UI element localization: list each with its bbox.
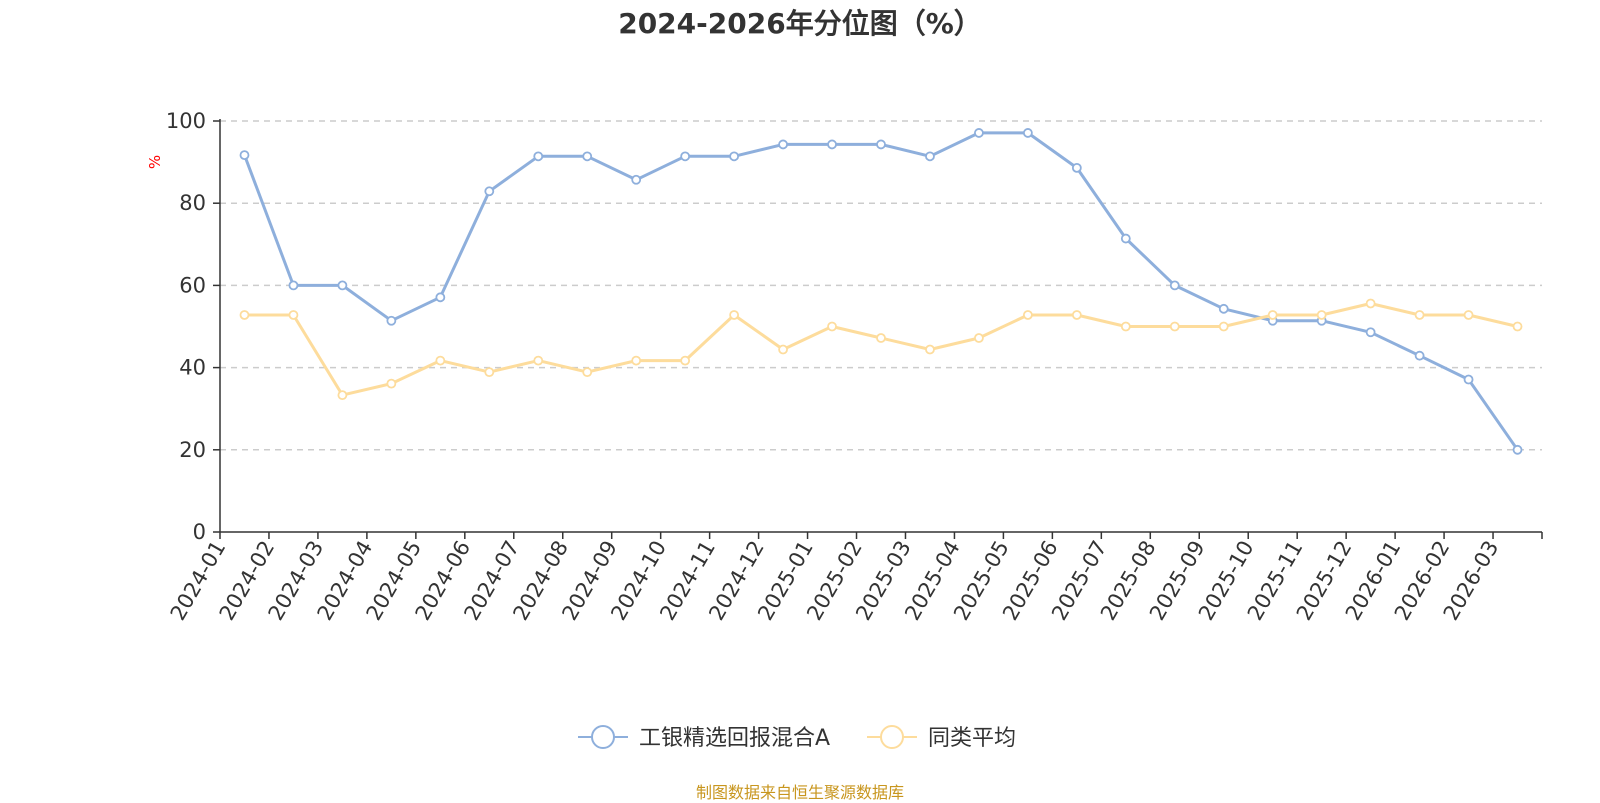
series-points [239, 128, 1523, 455]
legend-marker-icon [880, 725, 904, 749]
y-axis-label: % [146, 155, 164, 169]
data-point[interactable] [582, 151, 593, 162]
data-point[interactable] [974, 128, 984, 138]
data-point[interactable] [729, 310, 740, 320]
data-point[interactable] [974, 333, 984, 343]
data-point[interactable] [1414, 310, 1425, 320]
y-tick-label: 60 [179, 273, 206, 297]
data-point[interactable] [631, 355, 642, 366]
legend-label: 同类平均 [928, 726, 1016, 751]
data-point[interactable] [1071, 162, 1082, 173]
data-point[interactable] [1365, 327, 1376, 338]
y-tick-label: 40 [179, 356, 206, 380]
data-point[interactable] [386, 315, 397, 326]
data-point[interactable] [1169, 280, 1180, 291]
data-point[interactable] [288, 310, 299, 320]
y-axis-ticks: 0 20 40 60 80 100 [166, 109, 220, 544]
data-point[interactable] [827, 139, 837, 150]
data-point[interactable] [1463, 310, 1474, 320]
legend-item-1[interactable]: 同类平均 [867, 725, 1016, 751]
data-point[interactable] [1463, 374, 1474, 385]
data-source-note: 制图数据来自恒生聚源数据库 [695, 783, 904, 802]
chart-title: 2024-2026年分位图（%） [618, 7, 982, 40]
legend-label: 工银精选回报混合A [639, 726, 830, 751]
grid-lines [220, 120, 1542, 451]
data-point[interactable] [582, 367, 593, 378]
data-point[interactable] [484, 186, 495, 197]
data-point[interactable] [1022, 310, 1033, 320]
data-point[interactable] [1414, 350, 1425, 361]
data-point[interactable] [1022, 128, 1033, 138]
data-point[interactable] [1169, 321, 1180, 332]
data-point[interactable] [1218, 303, 1229, 314]
data-point[interactable] [1365, 298, 1376, 309]
data-point[interactable] [533, 355, 544, 366]
data-point[interactable] [925, 344, 935, 355]
data-point[interactable] [680, 355, 691, 366]
data-point[interactable] [337, 390, 348, 401]
data-point[interactable] [337, 280, 348, 291]
data-point[interactable] [729, 151, 740, 162]
legend: 工银精选回报混合A 同类平均 [578, 725, 1016, 751]
y-tick-label: 80 [179, 191, 206, 215]
data-point[interactable] [239, 310, 250, 320]
data-point[interactable] [1512, 444, 1523, 455]
data-point[interactable] [778, 344, 788, 355]
data-point[interactable] [1071, 310, 1082, 320]
y-tick-label: 100 [166, 109, 206, 133]
data-point[interactable] [778, 139, 788, 150]
data-point[interactable] [288, 280, 299, 291]
axes [219, 119, 1542, 533]
data-point[interactable] [1512, 321, 1523, 332]
data-point[interactable] [1218, 321, 1229, 332]
data-point[interactable] [925, 151, 935, 162]
y-tick-label: 0 [193, 520, 206, 544]
data-point[interactable] [484, 367, 495, 378]
data-point[interactable] [386, 378, 397, 389]
y-tick-label: 20 [179, 438, 206, 462]
data-point[interactable] [239, 150, 250, 161]
data-point[interactable] [435, 355, 446, 366]
series-lines [243, 131, 1519, 451]
data-point[interactable] [1316, 310, 1327, 320]
data-point[interactable] [680, 151, 691, 162]
series-line-1 [244, 302, 1518, 397]
data-point[interactable] [1120, 321, 1131, 332]
data-point[interactable] [631, 174, 642, 185]
legend-marker-icon [591, 725, 615, 749]
data-point[interactable] [1120, 233, 1131, 244]
data-point[interactable] [435, 292, 446, 303]
legend-item-0[interactable]: 工银精选回报混合A [578, 725, 830, 751]
series-line-0 [243, 131, 1519, 451]
data-point[interactable] [827, 321, 837, 332]
data-point[interactable] [533, 151, 544, 162]
x-axis-ticks: 2024-012024-022024-032024-042024-052024-… [166, 532, 1543, 624]
data-point[interactable] [876, 333, 886, 343]
data-point[interactable] [876, 139, 886, 150]
data-point[interactable] [1267, 310, 1278, 320]
